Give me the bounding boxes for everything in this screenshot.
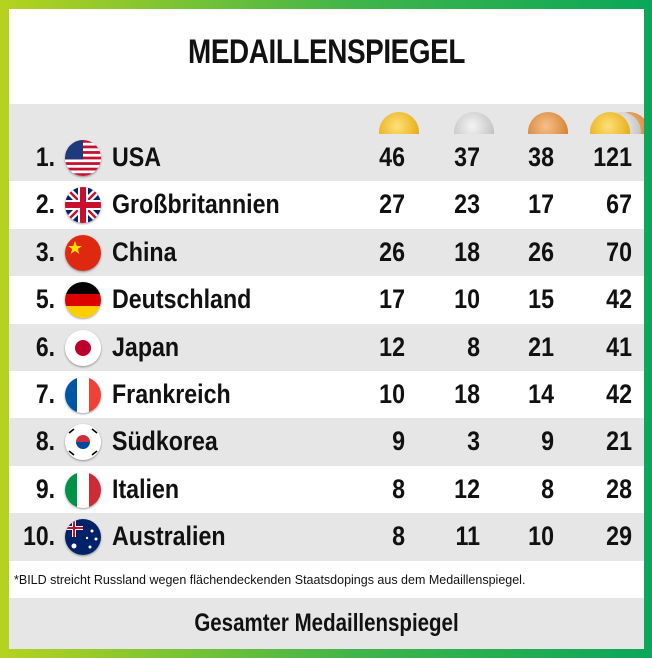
total-count: 67: [606, 189, 632, 220]
bottom-bar: Gesamter Medaillenspiegel: [9, 598, 644, 649]
table-row: 1. USA 46 37 38 121: [9, 134, 644, 182]
usa-flag-icon: [65, 140, 101, 176]
total-count: 41: [606, 331, 632, 362]
country-name: Großbritannien: [112, 189, 280, 220]
japan-flag-icon: [65, 329, 101, 366]
uk-flag-icon: [65, 187, 101, 224]
australia-flag-icon: [65, 519, 101, 556]
rank-cell: 5.: [35, 284, 55, 315]
total-count: 42: [606, 284, 632, 315]
total-count: 28: [606, 473, 632, 504]
gold-count: 26: [379, 236, 405, 267]
gold-count: 12: [379, 331, 405, 362]
country-name: Südkorea: [112, 426, 218, 457]
country-name: USA: [112, 142, 162, 172]
silver-count: 8: [467, 331, 480, 362]
bronze-count: 8: [541, 473, 554, 504]
gold-count: 8: [392, 473, 405, 504]
bronze-count: 26: [528, 236, 554, 267]
medal-table: 1. USA 46 37 38 121 2. Großbritannien 27 23 17 67 3.…: [9, 134, 644, 561]
germany-flag-icon: [65, 282, 101, 319]
total-count: 29: [606, 521, 632, 552]
silver-count: 11: [455, 521, 480, 552]
silver-count: 3: [467, 426, 480, 457]
bronze-count: 10: [528, 521, 554, 552]
full-medal-table-link[interactable]: Gesamter Medaillenspiegel: [194, 609, 459, 637]
bronze-count: 9: [541, 426, 554, 457]
rank-cell: 1.: [35, 142, 55, 172]
france-flag-icon: [65, 376, 101, 413]
silver-count: 18: [454, 236, 480, 267]
silver-count: 10: [454, 284, 480, 315]
silver-medal-icon: [454, 112, 494, 134]
total-count: 70: [606, 236, 632, 267]
bronze-count: 38: [528, 142, 554, 172]
gold-count: 10: [379, 378, 405, 409]
total-medals-icon: [590, 112, 630, 134]
gold-count: 27: [379, 189, 405, 220]
gold-count: 9: [392, 426, 405, 457]
country-name: Italien: [112, 473, 180, 504]
bronze-count: 17: [528, 189, 554, 220]
silver-count: 23: [454, 189, 480, 220]
table-row: 9. Italien 8 12 8 28: [9, 466, 644, 513]
table-row: 7. Frankreich 10 18 14 42: [9, 371, 644, 418]
bronze-count: 15: [528, 284, 554, 315]
china-flag-icon: [65, 234, 101, 271]
bronze-count: 21: [528, 331, 554, 362]
gold-count: 17: [379, 284, 405, 315]
table-row: 3. China 26 18 26 70: [9, 228, 644, 277]
table-row: 2. Großbritannien 27 23 17 67: [9, 181, 644, 228]
south-korea-flag-icon: [65, 424, 101, 461]
footnote: *BILD streicht Russland wegen flächendec…: [14, 573, 526, 587]
bronze-count: 14: [528, 378, 554, 409]
total-count: 121: [593, 142, 632, 172]
country-name: Frankreich: [112, 378, 231, 409]
country-name: Deutschland: [112, 284, 252, 315]
silver-count: 18: [454, 378, 480, 409]
gold-count: 46: [379, 142, 405, 172]
page-title: MEDAILLENSPIEGEL: [188, 33, 465, 71]
rank-cell: 9.: [35, 473, 55, 504]
rank-cell: 2.: [35, 189, 55, 220]
rank-cell: 10.: [23, 521, 55, 552]
silver-count: 37: [454, 142, 480, 172]
bronze-medal-icon: [528, 112, 568, 134]
gold-medal-icon: [379, 112, 419, 134]
total-count: 21: [606, 426, 632, 457]
table-row: 6. Japan 12 8 21 41: [9, 323, 644, 371]
rank-cell: 7.: [35, 378, 55, 409]
italy-flag-icon: [65, 471, 101, 508]
rank-cell: 3.: [35, 236, 55, 267]
total-count: 42: [606, 378, 632, 409]
rank-cell: 8.: [35, 426, 55, 457]
medal-icons: [9, 104, 644, 134]
silver-count: 12: [454, 473, 480, 504]
country-name: Japan: [112, 331, 180, 362]
rank-cell: 6.: [35, 331, 55, 362]
gold-count: 8: [392, 521, 405, 552]
medal-table-card: MEDAILLENSPIEGEL 1. USA 46 37 38 121 2. Großbri…: [9, 9, 644, 649]
table-row: 5. Deutschland 17 10 15 42: [9, 276, 644, 323]
table-row: 10. Australien 8 11 10 29: [9, 513, 644, 561]
country-name: Australien: [112, 521, 226, 552]
country-name: China: [112, 236, 177, 267]
table-row: 8. Südkorea 9 3 9 21: [9, 418, 644, 466]
